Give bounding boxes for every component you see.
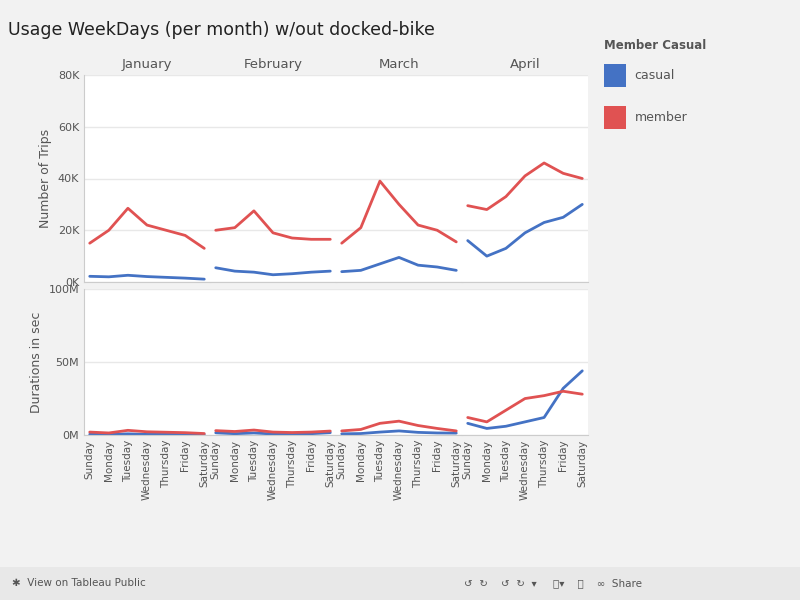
Title: February: February: [243, 58, 302, 71]
Y-axis label: Number of Trips: Number of Trips: [39, 129, 52, 228]
Text: ✱  View on Tableau Public: ✱ View on Tableau Public: [12, 578, 146, 589]
Text: Member Casual: Member Casual: [604, 39, 706, 52]
Title: April: April: [510, 58, 540, 71]
Text: Usage WeekDays (per month) w/out docked-bike: Usage WeekDays (per month) w/out docked-…: [8, 21, 435, 39]
Text: casual: casual: [634, 69, 674, 82]
Title: January: January: [122, 58, 172, 71]
Y-axis label: Durations in sec: Durations in sec: [30, 311, 43, 413]
Title: March: March: [378, 58, 419, 71]
Text: ↺  ↻    ↺  ↻  ▾     ⬜▾    ⬜    ∞  Share: ↺ ↻ ↺ ↻ ▾ ⬜▾ ⬜ ∞ Share: [464, 578, 642, 589]
Text: member: member: [634, 111, 687, 124]
